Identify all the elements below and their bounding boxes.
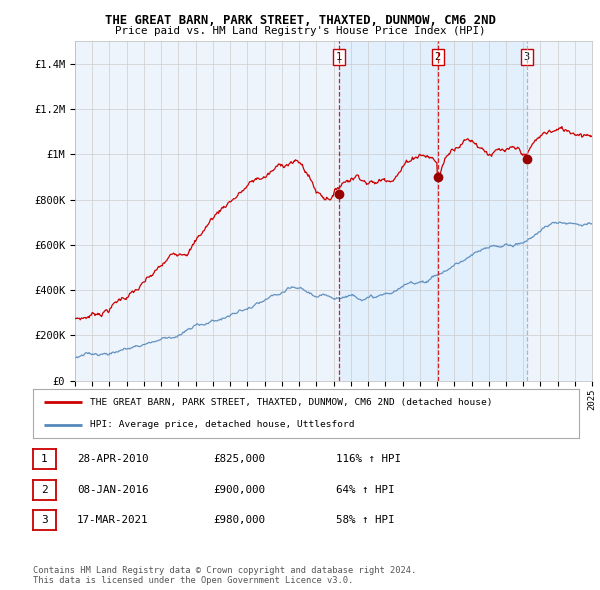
Text: 08-JAN-2016: 08-JAN-2016 [77,485,148,494]
Text: £825,000: £825,000 [213,454,265,464]
Text: 2: 2 [434,52,440,62]
Text: 116% ↑ HPI: 116% ↑ HPI [336,454,401,464]
Text: 1: 1 [41,454,48,464]
Text: £900,000: £900,000 [213,485,265,494]
Text: 2: 2 [41,485,48,494]
Text: 3: 3 [524,52,530,62]
Text: 17-MAR-2021: 17-MAR-2021 [77,516,148,525]
Text: Contains HM Land Registry data © Crown copyright and database right 2024.
This d: Contains HM Land Registry data © Crown c… [33,566,416,585]
Text: Price paid vs. HM Land Registry's House Price Index (HPI): Price paid vs. HM Land Registry's House … [115,26,485,36]
Text: £980,000: £980,000 [213,516,265,525]
Text: THE GREAT BARN, PARK STREET, THAXTED, DUNMOW, CM6 2ND (detached house): THE GREAT BARN, PARK STREET, THAXTED, DU… [91,398,493,407]
Text: 64% ↑ HPI: 64% ↑ HPI [336,485,395,494]
Text: THE GREAT BARN, PARK STREET, THAXTED, DUNMOW, CM6 2ND: THE GREAT BARN, PARK STREET, THAXTED, DU… [104,14,496,27]
Text: 58% ↑ HPI: 58% ↑ HPI [336,516,395,525]
Text: 3: 3 [41,516,48,525]
Text: 1: 1 [336,52,343,62]
Text: 28-APR-2010: 28-APR-2010 [77,454,148,464]
Text: HPI: Average price, detached house, Uttlesford: HPI: Average price, detached house, Uttl… [91,420,355,429]
Bar [339,41,527,381]
